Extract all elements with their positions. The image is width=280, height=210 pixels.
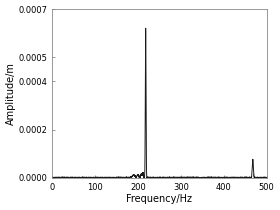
X-axis label: Frequency/Hz: Frequency/Hz — [126, 194, 192, 205]
Y-axis label: Amplitude/m: Amplitude/m — [6, 62, 16, 125]
